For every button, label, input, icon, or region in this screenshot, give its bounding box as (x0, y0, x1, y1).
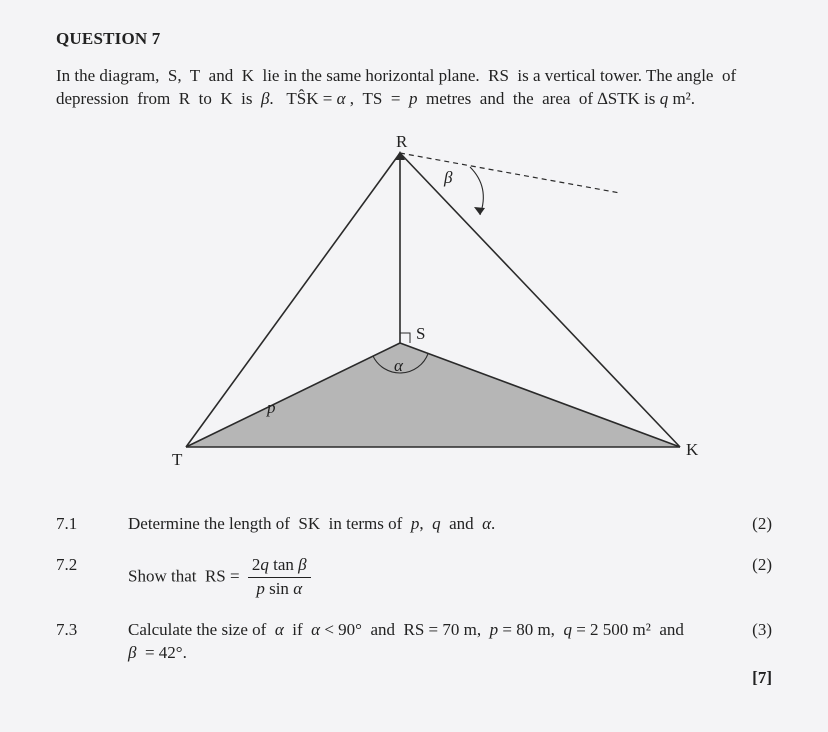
sub-marks: (2) (724, 513, 772, 536)
sub-number: 7.1 (56, 513, 128, 536)
sub-number: 7.3 (56, 619, 128, 642)
svg-text:R: R (396, 132, 408, 151)
svg-text:p: p (266, 398, 276, 417)
sub-question-7-1: 7.1 Determine the length of SK in terms … (56, 513, 772, 536)
sub-question-7-3: 7.3 Calculate the size of α if α < 90° a… (56, 619, 772, 665)
fraction: 2q tan β p sin α (248, 554, 311, 601)
sub-prefix: Show that RS = (128, 566, 240, 585)
svg-text:K: K (686, 440, 699, 459)
diagram-container: R S T Kp α β (56, 131, 772, 483)
total-marks: [7] (56, 667, 772, 690)
sub-marks: (2) (724, 554, 772, 577)
sub-question-7-2: 7.2 Show that RS = 2q tan β p sin α (2) (56, 554, 772, 601)
sub-body: Determine the length of SK in terms of p… (128, 513, 724, 536)
sub-number: 7.2 (56, 554, 128, 577)
fraction-numerator: 2q tan β (248, 554, 311, 578)
sub-marks: (3) (724, 619, 772, 642)
geometry-diagram: R S T Kp α β (120, 131, 708, 483)
svg-text:T: T (172, 450, 183, 469)
sub-body: Calculate the size of α if α < 90° and R… (128, 619, 724, 665)
question-title: QUESTION 7 (56, 28, 772, 51)
svg-text:β: β (443, 168, 453, 187)
fraction-denominator: p sin α (248, 578, 311, 601)
question-page: QUESTION 7 In the diagram, S, T and K li… (0, 0, 828, 717)
svg-text:α: α (394, 356, 404, 375)
question-intro: In the diagram, S, T and K lie in the sa… (56, 65, 772, 111)
svg-text:S: S (416, 324, 425, 343)
sub-body: Show that RS = 2q tan β p sin α (128, 554, 724, 601)
